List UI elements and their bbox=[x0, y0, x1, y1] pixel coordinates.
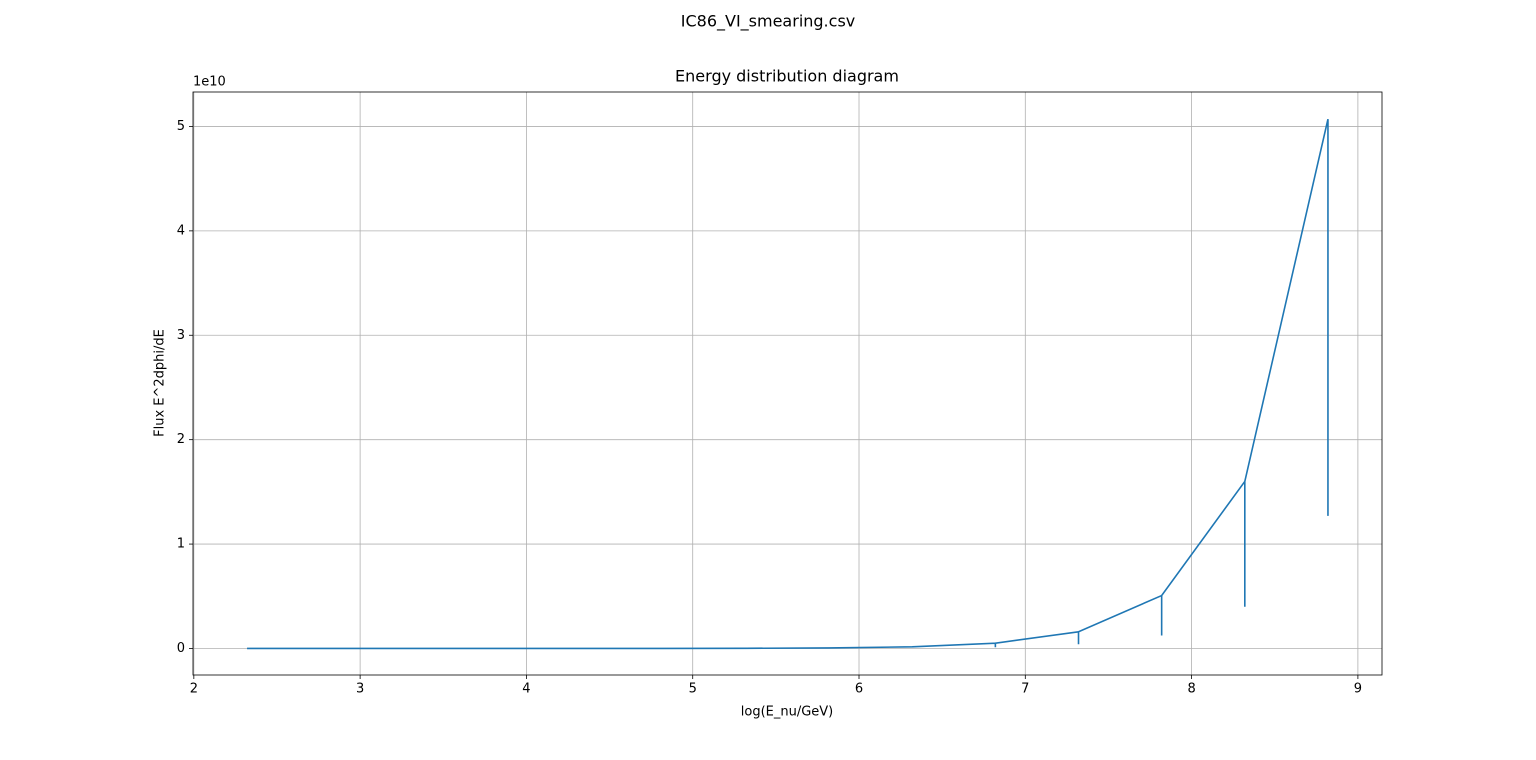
suptitle: IC86_VI_smearing.csv bbox=[681, 12, 856, 32]
chart-title: Energy distribution diagram bbox=[675, 67, 899, 86]
x-tick-label: 7 bbox=[1021, 682, 1029, 697]
plot-frame bbox=[192, 91, 1383, 676]
y-tick-label: 0 bbox=[177, 641, 185, 656]
x-tick-label: 2 bbox=[190, 682, 198, 697]
y-tick-label: 5 bbox=[177, 119, 185, 134]
x-tick-label: 5 bbox=[689, 682, 697, 697]
x-axis-label: log(E_nu/GeV) bbox=[741, 705, 834, 720]
y-tick-label: 2 bbox=[177, 432, 185, 447]
y-tick-label: 3 bbox=[177, 328, 185, 343]
x-tick-label: 9 bbox=[1354, 682, 1362, 697]
y-axis-label: Flux E^2dphi/dE bbox=[153, 329, 168, 437]
x-tick-label: 6 bbox=[855, 682, 863, 697]
x-tick-label: 4 bbox=[522, 682, 530, 697]
y-tick-label: 1 bbox=[177, 537, 185, 552]
y-offset-label: 1e10 bbox=[193, 75, 226, 90]
y-tick-label: 4 bbox=[177, 223, 185, 238]
x-tick-label: 3 bbox=[356, 682, 364, 697]
x-tick-label: 8 bbox=[1187, 682, 1195, 697]
data-line bbox=[247, 118, 1329, 650]
